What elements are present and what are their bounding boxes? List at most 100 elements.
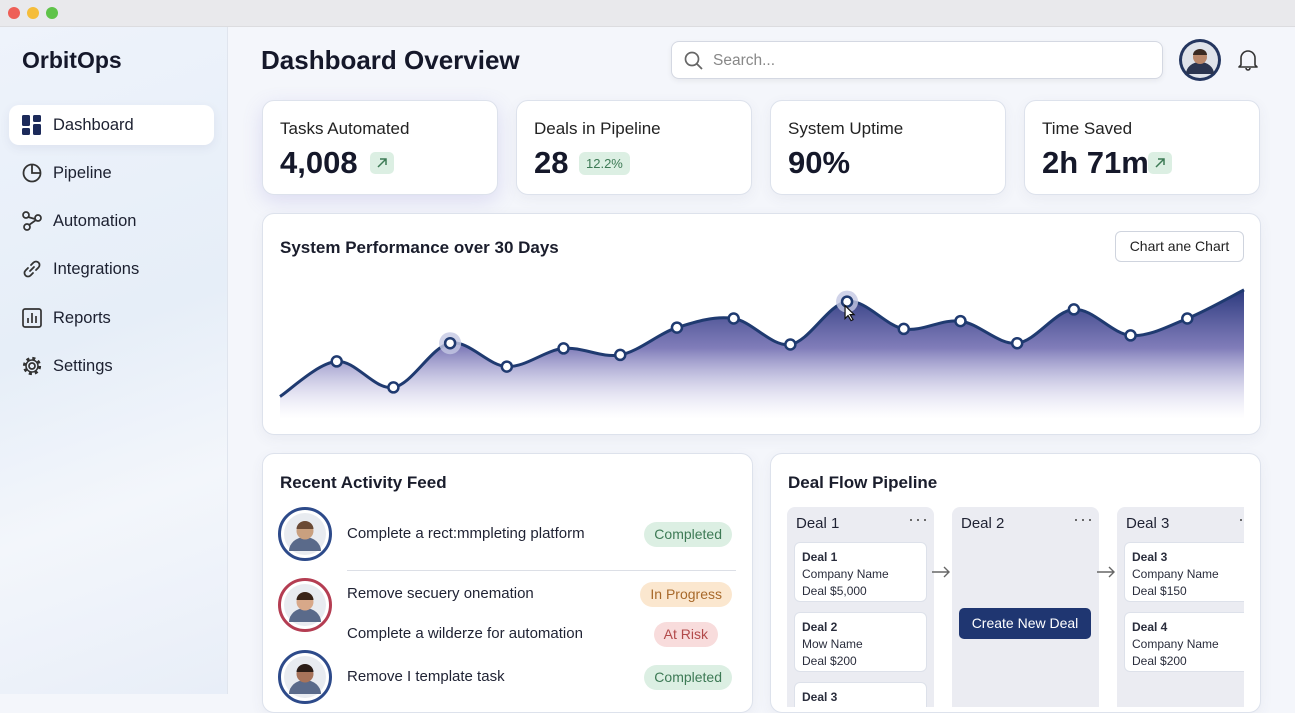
create-deal-button[interactable]: Create New Deal: [959, 608, 1091, 639]
nav-label: Settings: [53, 357, 113, 375]
minimize-button[interactable]: [27, 7, 39, 19]
icon: [22, 308, 42, 328]
deal-card[interactable]: Deal 1 Company Name Deal $5,000: [794, 542, 927, 602]
maximize-button[interactable]: [46, 7, 58, 19]
page-title: Dashboard Overview: [261, 45, 520, 75]
point[interactable]: [840, 295, 854, 308]
nav-item[interactable]: Integrations: [9, 249, 214, 289]
sidebar: OrbitOps Dashboard Pipeline Automation I…: [0, 27, 228, 694]
deal-title: Deal 3: [1132, 550, 1168, 564]
nav-item[interactable]: Automation: [9, 201, 214, 241]
nav-label: Pipeline: [53, 164, 112, 182]
search-box[interactable]: Search...: [671, 41, 1163, 79]
stat-card: Deals in Pipeline 28 12.2%: [516, 100, 752, 195]
deal-card[interactable]: Deal 2 Mow Name Deal $200: [794, 612, 927, 672]
flow-arrow: [932, 566, 950, 578]
stat-value: 90%: [788, 145, 851, 180]
stat-card: System Uptime 90%: [770, 100, 1006, 195]
divider: [347, 570, 736, 571]
stat-label: System Uptime: [788, 119, 904, 138]
point[interactable]: [387, 381, 400, 394]
chart-card: System Performance over 30 Days Chart an…: [262, 213, 1261, 435]
area: [280, 289, 1244, 419]
column-menu[interactable]: ···: [1073, 509, 1094, 529]
notification-bell[interactable]: [1237, 48, 1259, 72]
activity-text: Remove secuery onemation: [347, 585, 534, 602]
nav-label: Integrations: [53, 260, 140, 278]
status-badge: Completed: [644, 522, 732, 547]
stat-value: 2h 71m: [1042, 145, 1149, 180]
title-bar: [0, 0, 1295, 27]
stat-label: Time Saved: [1042, 119, 1133, 138]
stat-label: Deals in Pipeline: [534, 119, 661, 138]
column-header: Deal 2: [961, 515, 1005, 532]
point[interactable]: [1067, 303, 1081, 316]
pipeline-card: Deal Flow Pipeline Deal 1 ··· Deal 1 Compan…: [770, 453, 1261, 713]
status-badge: In Progress: [640, 582, 732, 607]
column-header: Deal 3: [1126, 515, 1170, 532]
status-badge: Completed: [644, 665, 732, 690]
point[interactable]: [557, 342, 570, 355]
point[interactable]: [954, 314, 967, 328]
pipeline-column: Deal 1 ··· Deal 1 Company Name Deal $5,000 De…: [787, 507, 934, 707]
deal-card[interactable]: Deal 3 Company Name Deal $150: [1124, 542, 1244, 602]
stat-value: 4,008: [280, 145, 358, 180]
deal-card[interactable]: Deal 3: [794, 682, 927, 707]
deal-title: Deal 2: [802, 620, 838, 634]
avatar: [278, 650, 332, 704]
user-avatar[interactable]: [1178, 38, 1222, 82]
trend-icon: [1148, 152, 1172, 174]
icon: [22, 211, 42, 231]
flow-arrow: [1097, 566, 1115, 578]
deal-amount: Deal $200: [1132, 654, 1187, 668]
point[interactable]: [1010, 336, 1024, 350]
icon: [22, 356, 42, 376]
nav-item[interactable]: Reports: [9, 298, 214, 338]
activity-card: Recent Activity Feed Complete a rect:mmp…: [262, 453, 753, 713]
nav-item[interactable]: Pipeline: [9, 153, 214, 193]
avatar: [278, 578, 332, 632]
status-badge: At Risk: [653, 622, 718, 647]
performance-chart: [279, 288, 1245, 419]
search-placeholder: Search...: [713, 52, 776, 69]
pipeline-board: Deal 1 ··· Deal 1 Company Name Deal $5,000 De…: [787, 507, 1244, 707]
deal-amount: Deal $5,000: [802, 584, 867, 598]
deal-company: Mow Name: [802, 637, 863, 651]
cursor: [844, 304, 856, 322]
column-menu[interactable]: ···: [908, 509, 929, 529]
point[interactable]: [500, 360, 514, 373]
nav-item[interactable]: Settings: [9, 346, 214, 386]
activity-text: Complete a wilderze for automation: [347, 625, 583, 642]
icon: [23, 260, 41, 278]
trend-icon: [370, 152, 394, 174]
icon: [22, 115, 41, 135]
point[interactable]: [727, 312, 740, 325]
point[interactable]: [897, 322, 911, 336]
deal-amount: Deal $150: [1132, 584, 1187, 598]
deal-company: Company Name: [1132, 567, 1219, 581]
avatar: [278, 507, 332, 561]
deal-company: Company Name: [802, 567, 889, 581]
activity-title: Recent Activity Feed: [280, 473, 447, 492]
stat-card: Tasks Automated 4,008: [262, 100, 498, 195]
activity-text: Remove I template task: [347, 668, 505, 685]
point[interactable]: [613, 348, 627, 362]
deal-card[interactable]: Deal 4 Company Name Deal $200: [1124, 612, 1244, 672]
point[interactable]: [1124, 329, 1137, 342]
point[interactable]: [784, 338, 797, 351]
point[interactable]: [330, 355, 343, 368]
deal-title: Deal 1: [802, 550, 838, 564]
point[interactable]: [443, 336, 457, 350]
chart-title: System Performance over 30 Days: [280, 238, 559, 257]
pipeline-column: Deal 2 ···: [952, 507, 1099, 707]
column-menu[interactable]: ···: [1238, 509, 1244, 530]
brand: OrbitOps: [22, 47, 122, 73]
point[interactable]: [670, 321, 684, 334]
stat-badge: 12.2%: [579, 152, 630, 175]
nav-label: Automation: [53, 212, 137, 230]
chart-button[interactable]: Chart ane Chart: [1115, 231, 1244, 262]
point[interactable]: [1181, 312, 1194, 325]
close-button[interactable]: [8, 7, 20, 19]
nav-item[interactable]: Dashboard: [9, 105, 214, 145]
